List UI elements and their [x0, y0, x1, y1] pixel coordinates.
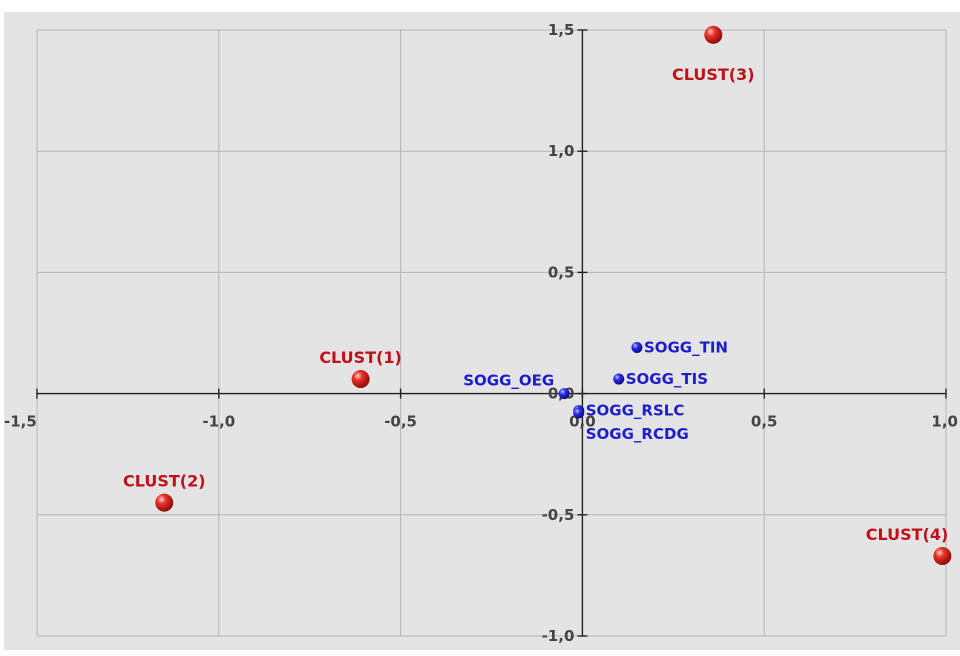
- x-tick-label: -1,0: [202, 413, 235, 431]
- point-label-clust-4: CLUST(4): [866, 525, 949, 544]
- point-label-sogg-tin: SOGG_TIN: [644, 339, 728, 357]
- point-clust-2: [155, 493, 174, 512]
- point-label-clust-3: CLUST(3): [672, 65, 755, 84]
- point-clust-3: [704, 25, 723, 44]
- x-tick-label: -0,5: [384, 413, 417, 431]
- point-label-clust-1: CLUST(1): [319, 348, 402, 367]
- point-label-sogg-tis: SOGG_TIS: [626, 370, 708, 388]
- point-labels: CLUST(1) CLUST(2) CLUST(3) CLUST(4) SOGG_TIN…: [123, 65, 948, 544]
- x-tick-label: 1,0: [931, 413, 958, 431]
- y-tick-label: -1,0: [542, 627, 575, 645]
- point-clust-1: [351, 370, 370, 389]
- x-tick-label: -1,5: [4, 413, 37, 431]
- y-tick-label: 0,5: [548, 263, 575, 281]
- y-tick-label: 1,5: [548, 21, 575, 39]
- x-tick-label: 0,5: [751, 413, 778, 431]
- axes: [36, 29, 947, 637]
- y-tick-label: 1,0: [548, 142, 575, 160]
- data-markers: [155, 25, 952, 566]
- point-sogg-oeg: [558, 388, 570, 400]
- point-sogg-rcdg: [573, 407, 585, 419]
- point-label-sogg-rslc: SOGG_RSLC: [586, 402, 685, 420]
- point-sogg-tin: [631, 342, 643, 354]
- plot-area-panel: [4, 12, 960, 650]
- point-label-sogg-oeg: SOGG_OEG: [463, 372, 554, 390]
- point-clust-4: [933, 547, 952, 566]
- point-sogg-tis: [613, 373, 625, 385]
- point-label-sogg-rcdg: SOGG_RCDG: [586, 425, 689, 443]
- tick-labels: -1,5-1,0-0,50,00,51,01,51,00,50,0-0,5-1,…: [4, 21, 958, 645]
- point-label-clust-2: CLUST(2): [123, 472, 206, 491]
- y-tick-label: -0,5: [542, 506, 575, 524]
